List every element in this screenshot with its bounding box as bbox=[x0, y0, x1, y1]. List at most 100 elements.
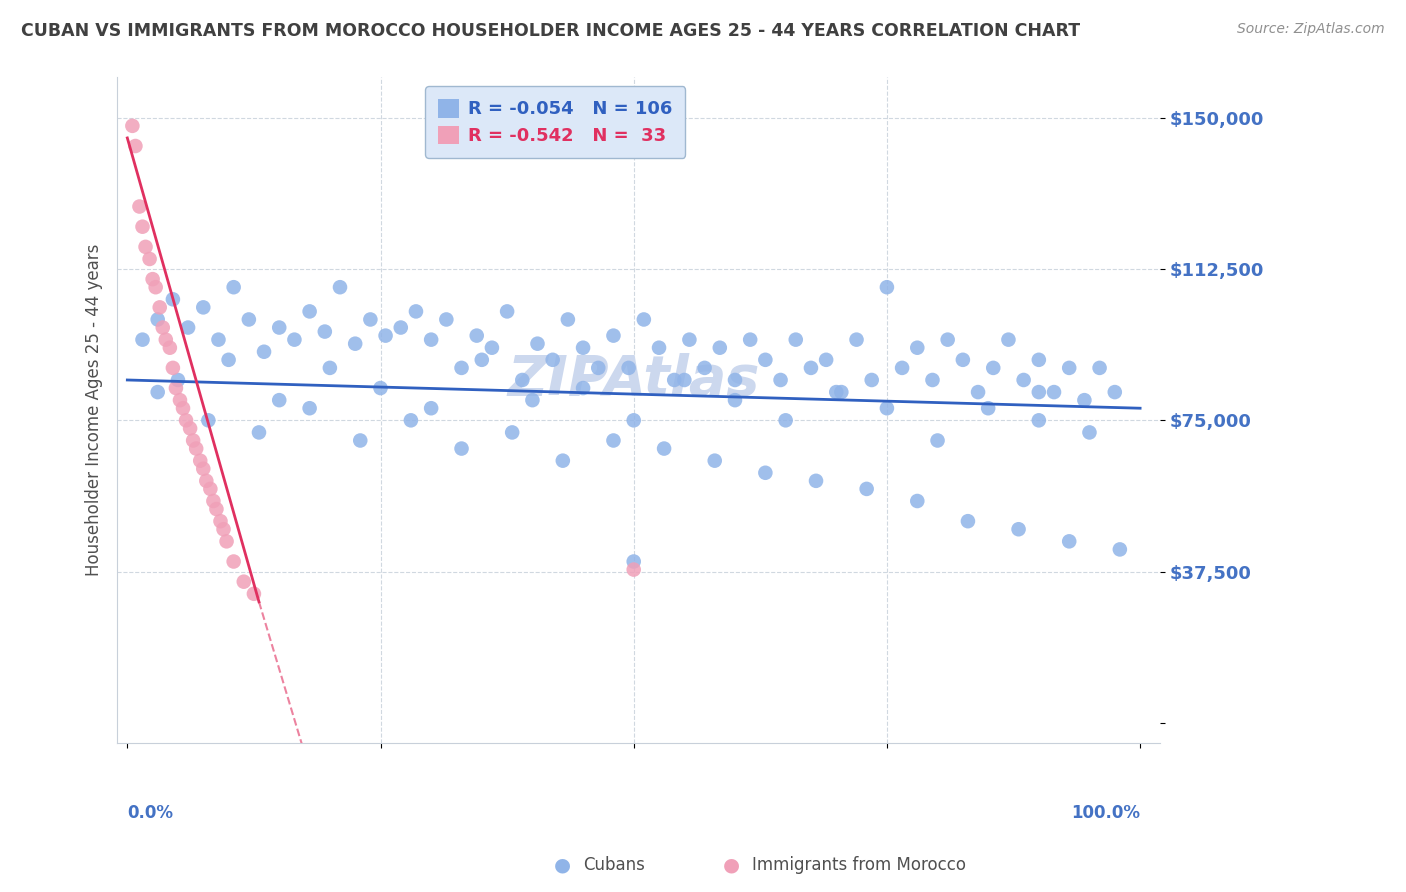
Legend: R = -0.054   N = 106, R = -0.542   N =  33: R = -0.054 N = 106, R = -0.542 N = 33 bbox=[425, 87, 686, 158]
Point bbox=[374, 328, 396, 343]
Point bbox=[172, 401, 194, 416]
Point bbox=[193, 461, 215, 475]
Point bbox=[222, 554, 245, 568]
Point bbox=[142, 272, 165, 286]
Point bbox=[450, 442, 472, 456]
Point bbox=[557, 312, 579, 326]
Point bbox=[165, 381, 187, 395]
Point bbox=[693, 360, 716, 375]
Point bbox=[754, 352, 776, 367]
Point bbox=[1088, 360, 1111, 375]
Point bbox=[283, 333, 305, 347]
Point bbox=[389, 320, 412, 334]
Point bbox=[212, 522, 235, 536]
Point bbox=[510, 373, 533, 387]
Point bbox=[891, 360, 914, 375]
Point bbox=[860, 373, 883, 387]
Point bbox=[652, 442, 675, 456]
Point bbox=[232, 574, 254, 589]
Point bbox=[522, 393, 544, 408]
Point bbox=[800, 360, 823, 375]
Point bbox=[927, 434, 949, 448]
Point bbox=[481, 341, 503, 355]
Point bbox=[222, 280, 245, 294]
Point bbox=[124, 139, 146, 153]
Point bbox=[602, 328, 624, 343]
Point bbox=[825, 385, 848, 400]
Point bbox=[177, 320, 200, 334]
Point bbox=[152, 320, 174, 334]
Point bbox=[623, 563, 645, 577]
Point bbox=[319, 360, 342, 375]
Point bbox=[997, 333, 1019, 347]
Point bbox=[450, 360, 472, 375]
Y-axis label: Householder Income Ages 25 - 44 years: Householder Income Ages 25 - 44 years bbox=[86, 244, 103, 576]
Text: ZIPAtlas: ZIPAtlas bbox=[508, 353, 759, 407]
Point bbox=[804, 474, 827, 488]
Text: CUBAN VS IMMIGRANTS FROM MOROCCO HOUSEHOLDER INCOME AGES 25 - 44 YEARS CORRELATI: CUBAN VS IMMIGRANTS FROM MOROCCO HOUSEHO… bbox=[21, 22, 1080, 40]
Point bbox=[967, 385, 990, 400]
Point bbox=[370, 381, 392, 395]
Point bbox=[181, 434, 204, 448]
Point bbox=[1007, 522, 1029, 536]
Point bbox=[131, 333, 153, 347]
Point bbox=[155, 333, 177, 347]
Point bbox=[344, 336, 367, 351]
Point bbox=[1078, 425, 1101, 440]
Point bbox=[936, 333, 959, 347]
Point bbox=[769, 373, 792, 387]
Point bbox=[195, 474, 218, 488]
Point bbox=[269, 320, 291, 334]
Point bbox=[785, 333, 807, 347]
Point bbox=[197, 413, 219, 427]
Point bbox=[905, 494, 928, 508]
Point bbox=[253, 344, 276, 359]
Point bbox=[215, 534, 238, 549]
Text: Immigrants from Morocco: Immigrants from Morocco bbox=[752, 856, 966, 874]
Point bbox=[724, 393, 747, 408]
Point bbox=[359, 312, 381, 326]
Point bbox=[921, 373, 943, 387]
Point bbox=[775, 413, 797, 427]
Point bbox=[200, 482, 222, 496]
Point bbox=[399, 413, 422, 427]
Point bbox=[138, 252, 160, 266]
Point bbox=[207, 333, 229, 347]
Point bbox=[128, 200, 150, 214]
Point bbox=[551, 453, 574, 467]
Point bbox=[167, 373, 190, 387]
Point bbox=[602, 434, 624, 448]
Point bbox=[179, 421, 201, 435]
Point bbox=[876, 280, 898, 294]
Point bbox=[420, 333, 443, 347]
Point bbox=[405, 304, 427, 318]
Point bbox=[1108, 542, 1130, 557]
Point bbox=[703, 453, 725, 467]
Text: ●: ● bbox=[554, 855, 571, 875]
Point bbox=[981, 360, 1004, 375]
Point bbox=[193, 301, 215, 315]
Point bbox=[572, 381, 595, 395]
Point bbox=[269, 393, 291, 408]
Point bbox=[188, 453, 211, 467]
Point bbox=[209, 514, 232, 528]
Point bbox=[673, 373, 696, 387]
Point bbox=[145, 280, 167, 294]
Point bbox=[830, 385, 852, 400]
Point bbox=[977, 401, 1000, 416]
Point bbox=[434, 312, 457, 326]
Point bbox=[588, 360, 610, 375]
Point bbox=[905, 341, 928, 355]
Point bbox=[146, 385, 169, 400]
Point bbox=[298, 401, 321, 416]
Text: Source: ZipAtlas.com: Source: ZipAtlas.com bbox=[1237, 22, 1385, 37]
Point bbox=[186, 442, 208, 456]
Text: 100.0%: 100.0% bbox=[1071, 804, 1140, 822]
Point bbox=[1028, 413, 1050, 427]
Point bbox=[815, 352, 838, 367]
Point bbox=[501, 425, 523, 440]
Point bbox=[162, 293, 184, 307]
Point bbox=[174, 413, 197, 427]
Point bbox=[1012, 373, 1035, 387]
Point bbox=[876, 401, 898, 416]
